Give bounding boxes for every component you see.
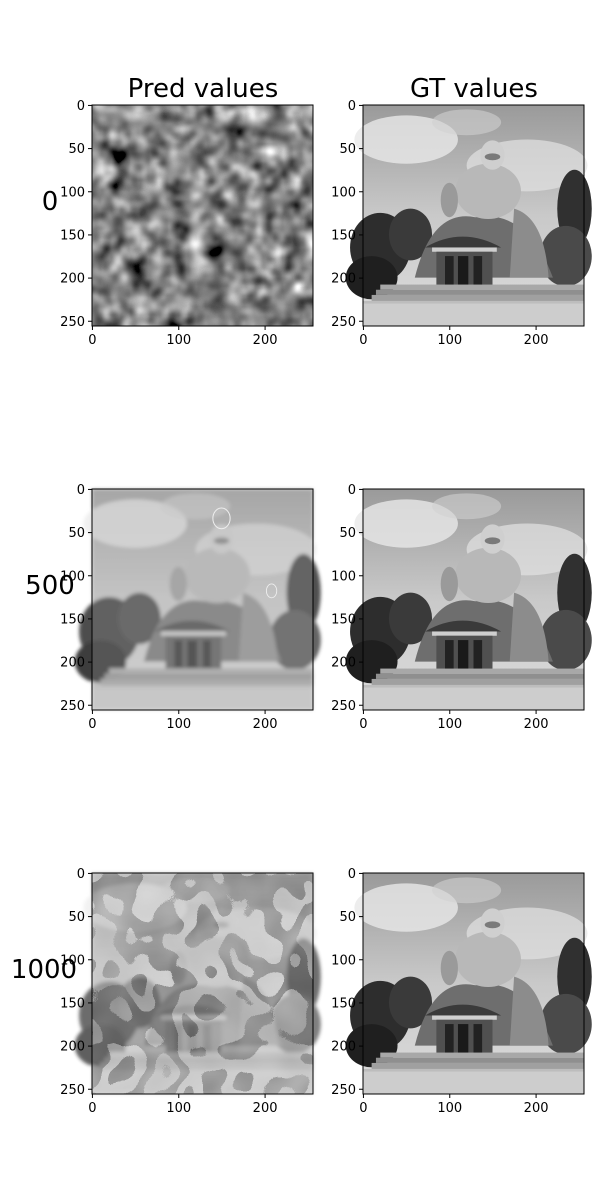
x-tick-label: 100 bbox=[437, 717, 462, 732]
y-tick-label: 50 bbox=[339, 142, 356, 157]
row-label-1: 500 bbox=[25, 571, 75, 601]
y-tick-label: 100 bbox=[60, 953, 85, 968]
y-tick-label: 250 bbox=[331, 699, 356, 714]
y-tick-label: 150 bbox=[60, 228, 85, 243]
x-tick-label: 0 bbox=[88, 333, 96, 348]
x-tick-label: 0 bbox=[88, 1101, 96, 1116]
x-tick-label: 200 bbox=[253, 1101, 278, 1116]
panel-gt-step-0 bbox=[345, 105, 592, 327]
y-tick-label: 200 bbox=[60, 1040, 85, 1055]
y-tick-label: 100 bbox=[60, 569, 85, 584]
y-tick-label: 0 bbox=[77, 99, 85, 114]
axes-frame bbox=[362, 872, 585, 1095]
y-tick-label: 0 bbox=[77, 867, 85, 882]
x-tick-label: 200 bbox=[253, 717, 278, 732]
y-tick-label: 200 bbox=[331, 1040, 356, 1055]
axes-pred-step-0: 0 100 200 0 50 100 150 200 250 bbox=[60, 99, 314, 348]
axes-gt-step-1000: 0 100 200 0 50 100 150 200 250 bbox=[331, 867, 585, 1116]
axes-gt-step-500: 0 100 200 0 50 100 150 200 250 bbox=[331, 483, 585, 732]
y-tick-label: 50 bbox=[68, 910, 85, 925]
x-tick-label: 200 bbox=[524, 717, 549, 732]
x-tick-label: 200 bbox=[524, 1101, 549, 1116]
panel-gt-step-500 bbox=[345, 489, 592, 711]
y-tick-label: 200 bbox=[60, 656, 85, 671]
y-tick-label: 100 bbox=[331, 185, 356, 200]
y-tick-label: 200 bbox=[60, 272, 85, 287]
y-tick-label: 0 bbox=[77, 483, 85, 498]
y-tick-label: 0 bbox=[348, 867, 356, 882]
x-tick-label: 100 bbox=[437, 333, 462, 348]
y-tick-label: 250 bbox=[331, 1083, 356, 1098]
y-tick-label: 200 bbox=[331, 656, 356, 671]
y-tick-label: 50 bbox=[339, 910, 356, 925]
y-tick-label: 150 bbox=[331, 228, 356, 243]
panel-pred-step-500 bbox=[74, 489, 321, 711]
y-tick-label: 150 bbox=[331, 996, 356, 1011]
x-tick-label: 0 bbox=[359, 333, 367, 348]
row-label-0: 0 bbox=[42, 187, 59, 217]
y-tick-label: 50 bbox=[68, 526, 85, 541]
panel-gt-step-1000 bbox=[345, 873, 592, 1095]
y-tick-label: 250 bbox=[60, 315, 85, 330]
axes-pred-step-1000: 0 100 200 0 50 100 150 200 250 bbox=[60, 867, 314, 1116]
axes-pred-step-500: 0 100 200 0 50 100 150 200 250 bbox=[60, 483, 314, 732]
axes-gt-step-0: 0 100 200 0 50 100 150 200 250 bbox=[331, 99, 585, 348]
x-tick-label: 0 bbox=[88, 717, 96, 732]
x-tick-label: 0 bbox=[359, 717, 367, 732]
y-tick-label: 250 bbox=[60, 1083, 85, 1098]
axes-frame bbox=[362, 488, 585, 711]
x-tick-label: 200 bbox=[253, 333, 278, 348]
y-tick-label: 250 bbox=[60, 699, 85, 714]
axes-frame bbox=[91, 104, 314, 327]
y-tick-label: 250 bbox=[331, 315, 356, 330]
y-tick-label: 150 bbox=[60, 612, 85, 627]
x-tick-label: 200 bbox=[524, 333, 549, 348]
panel-pred-step-1000 bbox=[74, 873, 321, 1095]
y-tick-label: 150 bbox=[331, 612, 356, 627]
y-tick-label: 150 bbox=[60, 996, 85, 1011]
x-tick-label: 100 bbox=[166, 1101, 191, 1116]
panel-pred-step-0 bbox=[92, 105, 314, 327]
row-label-2: 1000 bbox=[11, 955, 77, 985]
y-tick-label: 100 bbox=[60, 185, 85, 200]
y-tick-label: 0 bbox=[348, 483, 356, 498]
x-tick-label: 100 bbox=[166, 717, 191, 732]
y-tick-label: 50 bbox=[339, 526, 356, 541]
col-title-gt: GT values bbox=[410, 74, 538, 104]
axes-frame bbox=[362, 104, 585, 327]
x-tick-label: 100 bbox=[437, 1101, 462, 1116]
axes-frame bbox=[91, 488, 314, 711]
y-tick-label: 100 bbox=[331, 569, 356, 584]
y-tick-label: 50 bbox=[68, 142, 85, 157]
y-tick-label: 100 bbox=[331, 953, 356, 968]
y-tick-label: 0 bbox=[348, 99, 356, 114]
axes-frame bbox=[91, 872, 314, 1095]
x-tick-label: 0 bbox=[359, 1101, 367, 1116]
x-tick-label: 100 bbox=[166, 333, 191, 348]
col-title-pred: Pred values bbox=[128, 74, 279, 104]
y-tick-label: 200 bbox=[331, 272, 356, 287]
